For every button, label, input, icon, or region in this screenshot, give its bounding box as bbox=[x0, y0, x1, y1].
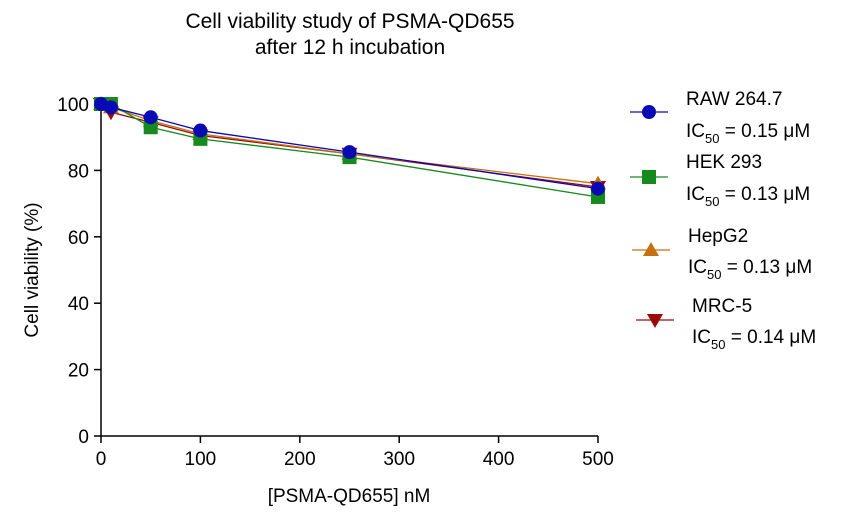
legend-marker bbox=[647, 314, 663, 328]
legend-ic50: IC50 = 0.14 μM bbox=[692, 327, 816, 352]
x-tick-label: 500 bbox=[582, 449, 614, 470]
y-tick-label: 80 bbox=[68, 161, 89, 182]
data-point-raw-264-7 bbox=[342, 145, 357, 160]
axes: 0 20 40 60 80 100 0 100 200 300 400 500 bbox=[57, 95, 614, 470]
y-tick-label: 40 bbox=[68, 294, 89, 315]
chart-title: Cell viability study of PSMA-QD655 after… bbox=[185, 10, 514, 59]
series-markers bbox=[93, 96, 606, 204]
legend-item-raw-264-7: RAW 264.7 IC50 = 0.15 μM bbox=[630, 89, 810, 146]
legend-series-name: HepG2 bbox=[688, 226, 748, 247]
x-tick-label: 400 bbox=[483, 449, 515, 470]
y-tick-label: 60 bbox=[68, 228, 89, 249]
x-tick-label: 200 bbox=[284, 449, 316, 470]
x-tick-label: 100 bbox=[185, 449, 217, 470]
legend-marker bbox=[642, 170, 656, 184]
legend-item-hepg2: HepG2 IC50 = 0.13 μM bbox=[632, 226, 812, 282]
data-point-raw-264-7 bbox=[103, 100, 118, 115]
legend-series-name: MRC-5 bbox=[692, 296, 752, 317]
legend-marker bbox=[642, 105, 656, 119]
legend-series-name: RAW 264.7 bbox=[686, 89, 782, 110]
y-tick-label: 20 bbox=[68, 361, 89, 382]
legend-item-hek-293: HEK 293 IC50 = 0.13 μM bbox=[630, 152, 810, 209]
chart-title-line-1: Cell viability study of PSMA-QD655 bbox=[185, 10, 514, 33]
data-point-raw-264-7 bbox=[591, 181, 605, 196]
legend-ic50: IC50 = 0.13 μM bbox=[686, 184, 810, 209]
legend-ic50: IC50 = 0.13 μM bbox=[688, 257, 812, 282]
y-axis-label: Cell viability (%) bbox=[22, 202, 43, 337]
x-axis-label: [PSMA-QD655] nM bbox=[268, 486, 431, 507]
y-tick-label: 0 bbox=[78, 427, 89, 448]
series-line-hepg2 bbox=[100, 103, 599, 185]
legend-marker bbox=[643, 242, 659, 256]
legend-item-mrc-5: MRC-5 IC50 = 0.14 μM bbox=[636, 296, 816, 352]
data-point-raw-264-7 bbox=[143, 110, 158, 125]
x-tick-label: 300 bbox=[383, 449, 415, 470]
legend-ic50: IC50 = 0.15 μM bbox=[686, 121, 810, 146]
legend-series-name: HEK 293 bbox=[686, 152, 762, 173]
chart-title-line-2: after 12 h incubation bbox=[255, 36, 445, 59]
data-point-hek-293 bbox=[143, 120, 158, 135]
legend: RAW 264.7 IC50 = 0.15 μM HEK 293 IC50 = 0.1… bbox=[630, 89, 816, 352]
x-tick-label: 0 bbox=[96, 449, 107, 470]
data-point-raw-264-7 bbox=[193, 123, 208, 138]
y-tick-label: 100 bbox=[57, 95, 89, 116]
